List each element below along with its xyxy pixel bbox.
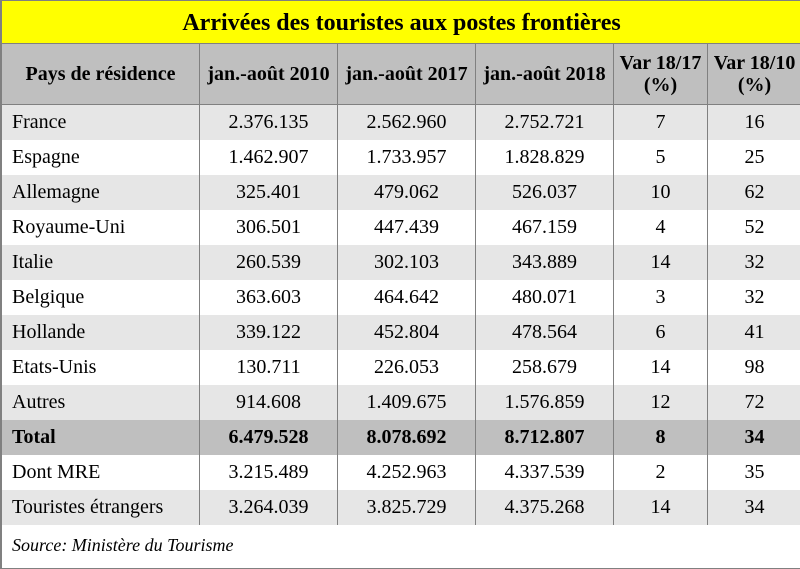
cell-value: 467.159 bbox=[476, 210, 614, 245]
total-row: Total 6.479.528 8.078.692 8.712.807 8 34 bbox=[2, 420, 800, 455]
col-header-2017: jan.-août 2017 bbox=[338, 44, 476, 105]
col-header-v1810: Var 18/10 (%) bbox=[708, 44, 800, 105]
table-row: Hollande 339.122 452.804 478.564 6 41 bbox=[2, 315, 800, 350]
title-row: Arrivées des touristes aux postes fronti… bbox=[2, 1, 800, 44]
table-row: France 2.376.135 2.562.960 2.752.721 7 1… bbox=[2, 105, 800, 141]
cell-value: 4.375.268 bbox=[476, 490, 614, 525]
cell-value: 34 bbox=[708, 420, 800, 455]
col-header-pays: Pays de résidence bbox=[2, 44, 200, 105]
cell-value: 72 bbox=[708, 385, 800, 420]
cell-value: 258.679 bbox=[476, 350, 614, 385]
cell-value: 1.733.957 bbox=[338, 140, 476, 175]
cell-value: 32 bbox=[708, 245, 800, 280]
cell-value: 7 bbox=[614, 105, 708, 141]
cell-value: 4.337.539 bbox=[476, 455, 614, 490]
table-row: Etats-Unis 130.711 226.053 258.679 14 98 bbox=[2, 350, 800, 385]
cell-value: 914.608 bbox=[200, 385, 338, 420]
cell-label: Allemagne bbox=[2, 175, 200, 210]
cell-value: 8.712.807 bbox=[476, 420, 614, 455]
cell-value: 226.053 bbox=[338, 350, 476, 385]
subtotal-row: Touristes étrangers 3.264.039 3.825.729 … bbox=[2, 490, 800, 525]
cell-value: 34 bbox=[708, 490, 800, 525]
cell-value: 1.576.859 bbox=[476, 385, 614, 420]
cell-value: 339.122 bbox=[200, 315, 338, 350]
cell-value: 3.215.489 bbox=[200, 455, 338, 490]
cell-value: 2.562.960 bbox=[338, 105, 476, 141]
cell-value: 2.752.721 bbox=[476, 105, 614, 141]
cell-value: 447.439 bbox=[338, 210, 476, 245]
cell-value: 5 bbox=[614, 140, 708, 175]
cell-value: 12 bbox=[614, 385, 708, 420]
col-header-2010: jan.-août 2010 bbox=[200, 44, 338, 105]
cell-label: Royaume-Uni bbox=[2, 210, 200, 245]
cell-value: 2.376.135 bbox=[200, 105, 338, 141]
cell-value: 8.078.692 bbox=[338, 420, 476, 455]
cell-value: 14 bbox=[614, 245, 708, 280]
cell-value: 479.062 bbox=[338, 175, 476, 210]
cell-value: 464.642 bbox=[338, 280, 476, 315]
cell-value: 452.804 bbox=[338, 315, 476, 350]
cell-value: 98 bbox=[708, 350, 800, 385]
cell-value: 41 bbox=[708, 315, 800, 350]
cell-value: 6 bbox=[614, 315, 708, 350]
table-row: Espagne 1.462.907 1.733.957 1.828.829 5 … bbox=[2, 140, 800, 175]
cell-value: 35 bbox=[708, 455, 800, 490]
cell-value: 62 bbox=[708, 175, 800, 210]
cell-value: 3.825.729 bbox=[338, 490, 476, 525]
cell-value: 3 bbox=[614, 280, 708, 315]
cell-label: Hollande bbox=[2, 315, 200, 350]
cell-value: 8 bbox=[614, 420, 708, 455]
cell-value: 130.711 bbox=[200, 350, 338, 385]
cell-label: Italie bbox=[2, 245, 200, 280]
cell-label: Belgique bbox=[2, 280, 200, 315]
cell-label: France bbox=[2, 105, 200, 141]
cell-value: 14 bbox=[614, 350, 708, 385]
cell-value: 260.539 bbox=[200, 245, 338, 280]
table-row: Royaume-Uni 306.501 447.439 467.159 4 52 bbox=[2, 210, 800, 245]
cell-label: Total bbox=[2, 420, 200, 455]
cell-value: 1.409.675 bbox=[338, 385, 476, 420]
cell-value: 52 bbox=[708, 210, 800, 245]
cell-value: 526.037 bbox=[476, 175, 614, 210]
cell-value: 3.264.039 bbox=[200, 490, 338, 525]
cell-value: 1.828.829 bbox=[476, 140, 614, 175]
col-header-v1817: Var 18/17 (%) bbox=[614, 44, 708, 105]
cell-value: 343.889 bbox=[476, 245, 614, 280]
cell-value: 478.564 bbox=[476, 315, 614, 350]
cell-value: 325.401 bbox=[200, 175, 338, 210]
tourist-arrivals-table: Arrivées des touristes aux postes fronti… bbox=[0, 0, 800, 569]
cell-value: 6.479.528 bbox=[200, 420, 338, 455]
cell-value: 4.252.963 bbox=[338, 455, 476, 490]
cell-value: 10 bbox=[614, 175, 708, 210]
cell-value: 25 bbox=[708, 140, 800, 175]
cell-value: 1.462.907 bbox=[200, 140, 338, 175]
col-header-2018: jan.-août 2018 bbox=[476, 44, 614, 105]
cell-value: 4 bbox=[614, 210, 708, 245]
cell-label: Etats-Unis bbox=[2, 350, 200, 385]
cell-label: Espagne bbox=[2, 140, 200, 175]
table-row: Italie 260.539 302.103 343.889 14 32 bbox=[2, 245, 800, 280]
source-text: Source: Ministère du Tourisme bbox=[2, 525, 800, 567]
cell-value: 480.071 bbox=[476, 280, 614, 315]
table-row: Belgique 363.603 464.642 480.071 3 32 bbox=[2, 280, 800, 315]
cell-label: Touristes étrangers bbox=[2, 490, 200, 525]
data-table: Arrivées des touristes aux postes fronti… bbox=[1, 1, 800, 568]
cell-value: 302.103 bbox=[338, 245, 476, 280]
cell-label: Autres bbox=[2, 385, 200, 420]
cell-value: 363.603 bbox=[200, 280, 338, 315]
cell-value: 14 bbox=[614, 490, 708, 525]
table-title: Arrivées des touristes aux postes fronti… bbox=[2, 1, 800, 44]
cell-value: 306.501 bbox=[200, 210, 338, 245]
cell-value: 2 bbox=[614, 455, 708, 490]
cell-value: 32 bbox=[708, 280, 800, 315]
table-row: Allemagne 325.401 479.062 526.037 10 62 bbox=[2, 175, 800, 210]
cell-value: 16 bbox=[708, 105, 800, 141]
subtotal-row: Dont MRE 3.215.489 4.252.963 4.337.539 2… bbox=[2, 455, 800, 490]
header-row: Pays de résidence jan.-août 2010 jan.-ao… bbox=[2, 44, 800, 105]
cell-label: Dont MRE bbox=[2, 455, 200, 490]
source-row: Source: Ministère du Tourisme bbox=[2, 525, 800, 567]
table-row: Autres 914.608 1.409.675 1.576.859 12 72 bbox=[2, 385, 800, 420]
